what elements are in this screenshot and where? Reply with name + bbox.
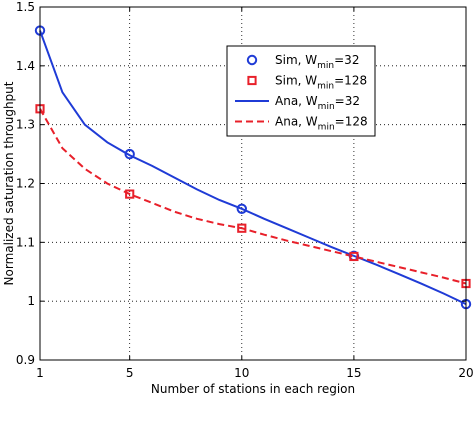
x-tick-label: 5 xyxy=(126,366,134,380)
legend-swatch-marker xyxy=(246,54,258,66)
x-tick-label: 20 xyxy=(458,366,473,380)
x-axis-label: Number of stations in each region xyxy=(151,382,355,396)
y-tick-label: 1.4 xyxy=(16,59,35,73)
sim-32-point xyxy=(124,148,135,160)
legend-entry-label: Ana, Wmin=32 xyxy=(275,94,360,112)
sim-128-point xyxy=(125,189,135,199)
sim-32-point xyxy=(236,203,247,214)
legend-entry-label: Ana, Wmin=128 xyxy=(275,115,368,133)
x-tick-label: 15 xyxy=(346,366,361,380)
axis-ticks: 1 5 10 15 200.911.11.21.31.41.5 xyxy=(16,0,474,380)
series-line-ana-128 xyxy=(39,108,467,285)
sim-128-point xyxy=(237,223,247,233)
y-tick-label: 0.9 xyxy=(16,353,35,367)
legend: Sim, Wmin=32 Sim, Wmin=128 Ana, Wmin=32 Ana… xyxy=(226,45,376,137)
y-tick-label: 1.5 xyxy=(16,0,35,14)
legend-entry-label: Sim, Wmin=128 xyxy=(275,74,367,92)
y-tick-label: 1 xyxy=(27,294,35,308)
y-tick-label: 1.3 xyxy=(16,118,35,132)
series-line-ana-32 xyxy=(39,30,467,306)
y-tick-label: 1.2 xyxy=(16,177,35,191)
legend-swatch-marker xyxy=(247,75,257,86)
legend-entry-label: Sim, Wmin=32 xyxy=(275,53,359,71)
x-tick-label: 1 xyxy=(36,366,44,380)
sim-128-point xyxy=(349,251,359,262)
y-tick-label: 1.1 xyxy=(16,235,35,249)
y-axis-label: Normalized saturation throughput xyxy=(2,81,16,285)
x-tick-label: 10 xyxy=(234,366,249,380)
